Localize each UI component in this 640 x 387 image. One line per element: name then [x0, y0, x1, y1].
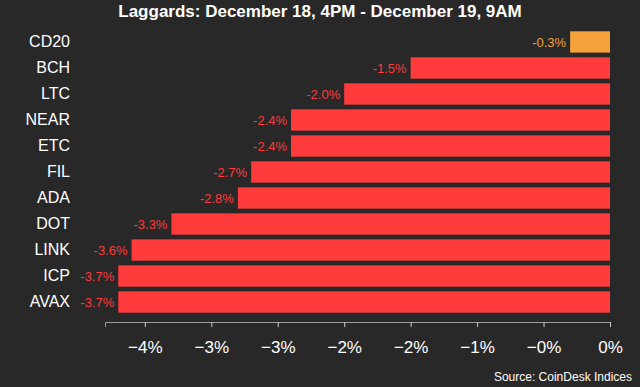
y-tick: DOT — [36, 215, 105, 232]
x-tick: −4% — [128, 322, 163, 357]
x-tick: −1% — [460, 322, 495, 357]
y-tick-label: DOT — [36, 215, 70, 232]
x-tick-mark — [211, 322, 212, 327]
x-axis-line — [106, 323, 611, 328]
data-label: -3.7% — [80, 295, 114, 310]
bar — [118, 291, 610, 312]
bar — [291, 135, 610, 156]
x-tick-mark — [278, 322, 279, 327]
background — [0, 0, 640, 387]
bar — [570, 31, 610, 52]
bar — [238, 187, 610, 208]
data-label: -2.4% — [253, 113, 287, 128]
x-tick-label: −2% — [327, 338, 362, 357]
y-tick: CD20 — [29, 33, 105, 50]
bar — [132, 239, 610, 260]
y-tick-label: FIL — [47, 163, 70, 180]
y-tick-label: BCH — [36, 59, 70, 76]
title: Laggards: December 18, 4PM - December 19… — [118, 2, 521, 21]
x-tick-mark — [344, 322, 345, 327]
x-tick-label: −0% — [527, 338, 562, 357]
y-tick-label: AVAX — [30, 293, 71, 310]
source: Source: CoinDesk Indices — [494, 370, 632, 384]
x-tick-mark — [544, 322, 545, 327]
y-tick-label: LTC — [41, 85, 70, 102]
y-tick-label: LINK — [34, 241, 70, 258]
bar — [171, 213, 610, 234]
x-tick: −2% — [394, 322, 429, 357]
x-tick: −2% — [327, 322, 362, 357]
x-tick-mark — [610, 322, 611, 327]
x-tick-label: 0% — [598, 338, 623, 357]
y-tick-label: ICP — [43, 267, 70, 284]
x-tick-mark — [477, 322, 478, 327]
x-tick: −3% — [261, 322, 296, 357]
x-tick-mark — [411, 322, 412, 327]
x-tick-mark — [145, 322, 146, 327]
data-label: -1.5% — [373, 61, 407, 76]
x-tick-label: −3% — [195, 338, 230, 357]
x-tick: −0% — [527, 322, 562, 357]
x-tick-label: −4% — [128, 338, 163, 357]
data-label: -2.7% — [213, 165, 247, 180]
y-tick-label: ETC — [38, 137, 70, 154]
y-tick: ADA — [37, 189, 105, 206]
data-label: -2.8% — [200, 191, 234, 206]
y-tick: FIL — [47, 163, 105, 180]
x-tick-label: −1% — [460, 338, 495, 357]
data-labels: -0.3% -1.5% -2.0% -2.4% -2.4% -2.7% -2.8% -3.3%… — [80, 35, 566, 310]
bar — [118, 265, 610, 286]
y-tick-label: NEAR — [26, 111, 70, 128]
y-tick: ICP — [43, 267, 105, 284]
x-axis: −4% −3% −3% −2% −2% −1% −0% 0% — [106, 322, 623, 357]
data-label: -2.0% — [306, 87, 340, 102]
x-tick-label: −3% — [261, 338, 296, 357]
data-label: -3.3% — [133, 217, 167, 232]
y-tick: NEAR — [26, 111, 105, 128]
x-tick: −3% — [195, 322, 230, 357]
y-tick: LTC — [41, 85, 105, 102]
data-label: -3.6% — [94, 243, 128, 258]
y-tick: BCH — [36, 59, 105, 76]
y-tick: ETC — [38, 137, 105, 154]
y-tick: AVAX — [30, 293, 105, 310]
chart: Laggards: December 18, 4PM - December 19… — [0, 0, 640, 387]
x-tick-label: −2% — [394, 338, 429, 357]
bar — [291, 109, 610, 130]
bars — [118, 31, 610, 312]
y-tick-label: CD20 — [29, 33, 70, 50]
bar — [251, 161, 610, 182]
y-tick-label: ADA — [37, 189, 70, 206]
data-label: -0.3% — [532, 35, 566, 50]
bar — [411, 57, 610, 78]
bar — [344, 83, 610, 104]
data-label: -2.4% — [253, 139, 287, 154]
y-axis: CD20 BCH LTC NEAR ETC FIL ADA DOT LINK ICP AVAX — [26, 33, 105, 310]
data-label: -3.7% — [80, 269, 114, 284]
y-tick: LINK — [34, 241, 105, 258]
x-tick: 0% — [598, 322, 623, 357]
